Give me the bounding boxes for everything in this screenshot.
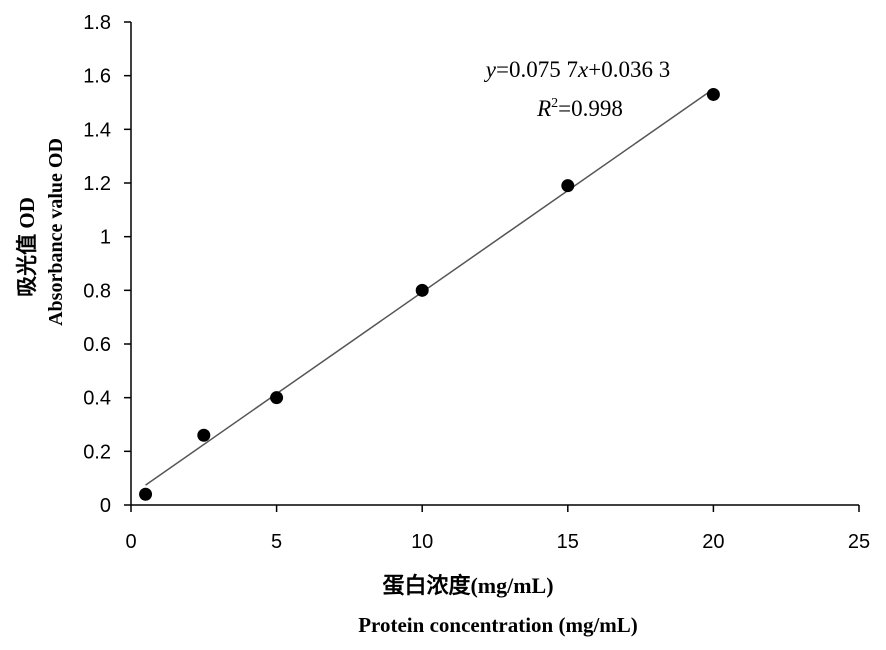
y-tick-label: 1.4 (83, 119, 111, 141)
trendline (145, 88, 714, 486)
data-point (270, 391, 284, 405)
y-tick-label: 0.4 (83, 388, 111, 410)
equation-annotation: y=0.075 7x+0.036 3 (484, 57, 670, 82)
x-tick-label: 5 (271, 531, 282, 553)
x-tick-label: 20 (702, 531, 724, 553)
y-tick-label: 0 (100, 495, 111, 517)
data-point (139, 487, 153, 501)
x-tick-label: 10 (411, 531, 433, 553)
y-axis-ticks: 0 0.2 0.4 0.6 0.8 1 1.2 1.4 1.6 1.8 (83, 12, 131, 517)
r-squared-annotation: R2=0.998 (536, 96, 623, 121)
y-tick-label: 1.2 (83, 173, 111, 195)
y-tick-label: 0.6 (83, 334, 111, 356)
x-tick-label: 0 (125, 531, 136, 553)
x-tick-label: 25 (848, 531, 870, 553)
y-tick-label: 1.8 (83, 12, 111, 34)
data-point (561, 179, 575, 193)
data-point (706, 87, 720, 101)
y-tick-label: 0.2 (83, 441, 111, 463)
y-axis-title-en: Absorbance value OD (45, 138, 67, 326)
trendline-group (145, 88, 714, 486)
y-tick-label: 0.8 (83, 280, 111, 302)
y-tick-label: 1 (100, 227, 111, 249)
x-axis-title-cn: 蛋白浓度(mg/mL) (382, 573, 553, 598)
y-tick-label: 1.6 (83, 66, 111, 88)
x-axis-title-en: Protein concentration (mg/mL) (358, 613, 638, 637)
x-tick-label: 15 (557, 531, 579, 553)
y-axis-title-cn: 吸光值 OD (15, 197, 39, 297)
x-axis-ticks: 0 5 10 15 20 25 (125, 505, 870, 553)
data-points (139, 87, 720, 501)
data-point (197, 428, 211, 442)
data-point (415, 283, 429, 297)
axes (130, 22, 859, 506)
